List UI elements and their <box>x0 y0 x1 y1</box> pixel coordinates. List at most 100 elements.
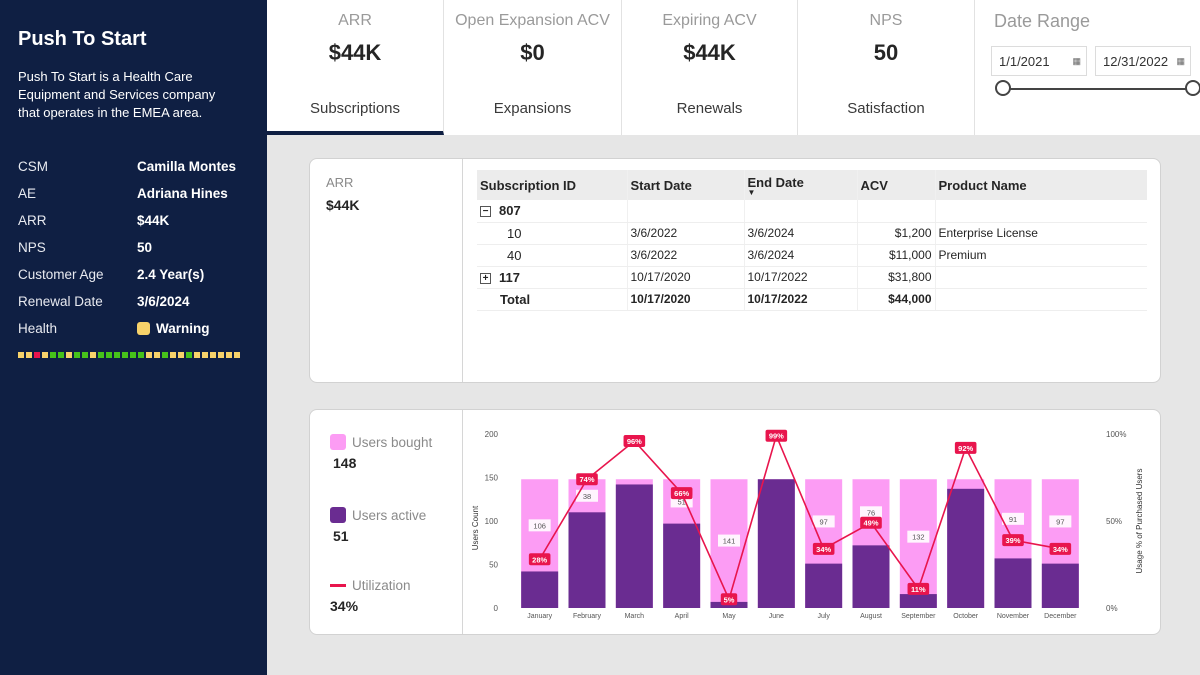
gap-data-label: 51 <box>677 497 685 506</box>
health-history-cell <box>138 352 144 358</box>
legend-swatch-users-bought <box>330 434 346 450</box>
x-tick-label: October <box>953 613 979 620</box>
utilization-line <box>538 433 1061 602</box>
bar-users-active <box>615 484 653 608</box>
calendar-icon[interactable]: ▦ <box>1072 55 1081 66</box>
tab-satisfaction[interactable]: NPS 50 Satisfaction <box>798 0 975 135</box>
column-header-end-date[interactable]: End Date ▼ <box>743 170 857 200</box>
total-label: Total <box>477 288 627 311</box>
cell-product-name <box>934 200 1147 223</box>
group-id: 807 <box>499 203 521 219</box>
gap-data-label: 38 <box>583 492 591 501</box>
tab-expansions[interactable]: Open Expansion ACV $0 Expansions <box>444 0 622 135</box>
health-history-cell <box>82 352 88 358</box>
x-tick-label: August <box>860 613 882 620</box>
calendar-icon[interactable]: ▦ <box>1176 55 1185 66</box>
cell-end-date <box>743 200 857 223</box>
slider-end-handle[interactable] <box>1185 80 1200 96</box>
bar-users-active <box>994 558 1032 608</box>
utilization-data-label: 39% <box>1005 536 1020 545</box>
table-header-row: Subscription ID Start Date End Date ▼ ACV… <box>477 170 1147 200</box>
tab-subscriptions[interactable]: ARR $44K Subscriptions <box>267 0 444 135</box>
utilization-data-label: 66% <box>674 489 689 498</box>
gap-label-bg <box>528 519 551 532</box>
gap-data-label: 76 <box>867 508 875 517</box>
health-history-cell <box>146 352 152 358</box>
account-description: Push To Start is a Health Care Equipment… <box>18 69 216 120</box>
column-header-start-date[interactable]: Start Date <box>626 170 744 200</box>
x-tick-label: March <box>625 613 645 620</box>
account-detail-row: Renewal Date 3/6/2024 <box>18 288 249 315</box>
health-row: Health Warning <box>18 315 249 342</box>
y-tick-label: 100 <box>485 517 499 526</box>
total-acv: $44,000 <box>856 288 935 311</box>
utilization-label-bg <box>1049 542 1072 555</box>
collapse-icon[interactable]: − <box>480 206 491 218</box>
utilization-label-bg <box>907 582 930 595</box>
account-detail-row: NPS 50 <box>18 234 249 261</box>
gap-label-bg <box>860 506 882 519</box>
account-detail-row: CSM Camilla Montes <box>18 153 249 180</box>
end-date-input[interactable]: 12/31/2022 ▦ <box>1095 46 1191 76</box>
table-row: 10 3/6/2022 3/6/2024 $1,200 Enterprise L… <box>477 222 1147 245</box>
utilization-value: 34% <box>330 598 359 614</box>
kpi-value: $44K <box>683 40 736 65</box>
gap-data-label: 141 <box>723 537 736 546</box>
end-date-value: 12/31/2022 <box>1103 53 1169 69</box>
health-history-cell <box>226 352 232 358</box>
gap-data-label: 97 <box>1056 517 1064 526</box>
detail-key: AE <box>18 186 37 201</box>
cell-end-date: 3/6/2024 <box>743 222 857 245</box>
y-tick-label: 50 <box>489 561 498 570</box>
health-history-cell <box>130 352 136 358</box>
cell-acv: $11,000 <box>856 244 935 267</box>
detail-value: 2.4 Year(s) <box>137 267 205 282</box>
utilization-label-bg <box>954 441 977 454</box>
health-history-cell <box>170 352 176 358</box>
x-tick-label: December <box>1044 613 1077 620</box>
gap-data-label: 132 <box>912 533 925 542</box>
date-range-slider[interactable] <box>995 80 1200 96</box>
y-tick-label: 150 <box>485 474 499 483</box>
kpi-value: $44K <box>328 40 382 65</box>
legend-users-active: Users active 51 <box>330 507 426 544</box>
health-history-cell <box>194 352 200 358</box>
start-date-input[interactable]: 1/1/2021 ▦ <box>991 46 1087 76</box>
slider-start-handle[interactable] <box>995 80 1011 96</box>
health-history-cell <box>90 352 96 358</box>
health-history-cell <box>74 352 80 358</box>
cell-subscription-id: 40 <box>477 244 627 267</box>
total-product-name <box>934 288 1147 311</box>
card-divider <box>462 159 463 382</box>
utilization-data-label: 49% <box>863 519 878 528</box>
arr-card-value: $44K <box>326 197 360 213</box>
utilization-data-label: 96% <box>627 437 642 446</box>
tab-renewals[interactable]: Expiring ACV $44K Renewals <box>622 0 798 135</box>
expand-icon[interactable]: + <box>480 272 491 284</box>
column-header-acv[interactable]: ACV <box>856 170 935 200</box>
health-value: Warning <box>137 321 210 336</box>
health-history-cell <box>98 352 104 358</box>
account-detail-row: Customer Age 2.4 Year(s) <box>18 261 249 288</box>
utilization-label-bg <box>720 593 738 606</box>
health-history-cell <box>18 352 24 358</box>
usage-card: Users bought 148 Users active 51 Utiliza… <box>309 409 1161 635</box>
cell-subscription-id: 10 <box>477 222 627 245</box>
legend-users-bought: Users bought 148 <box>330 434 432 471</box>
health-history-cell <box>26 352 32 358</box>
x-tick-label: September <box>901 613 936 620</box>
column-header-subscription-id[interactable]: Subscription ID <box>477 170 627 200</box>
gap-data-label: 91 <box>1009 515 1017 524</box>
table-total-row: Total 10/17/2020 10/17/2022 $44,000 <box>477 288 1147 311</box>
usage-chart: 0 50 100 150 200 0% 50% 100% Users Count Usage % … <box>471 429 1144 620</box>
bar-users-active <box>899 594 937 608</box>
utilization-label-bg <box>576 473 598 486</box>
y2-tick-label: 0% <box>1106 604 1118 613</box>
column-header-product-name[interactable]: Product Name <box>934 170 1147 200</box>
health-history-cell <box>202 352 208 358</box>
health-history-cell <box>66 352 72 358</box>
health-history-cell <box>178 352 184 358</box>
bar-users-active <box>568 512 606 608</box>
utilization-data-label: 74% <box>579 475 594 484</box>
utilization-data-label: 34% <box>816 545 831 554</box>
